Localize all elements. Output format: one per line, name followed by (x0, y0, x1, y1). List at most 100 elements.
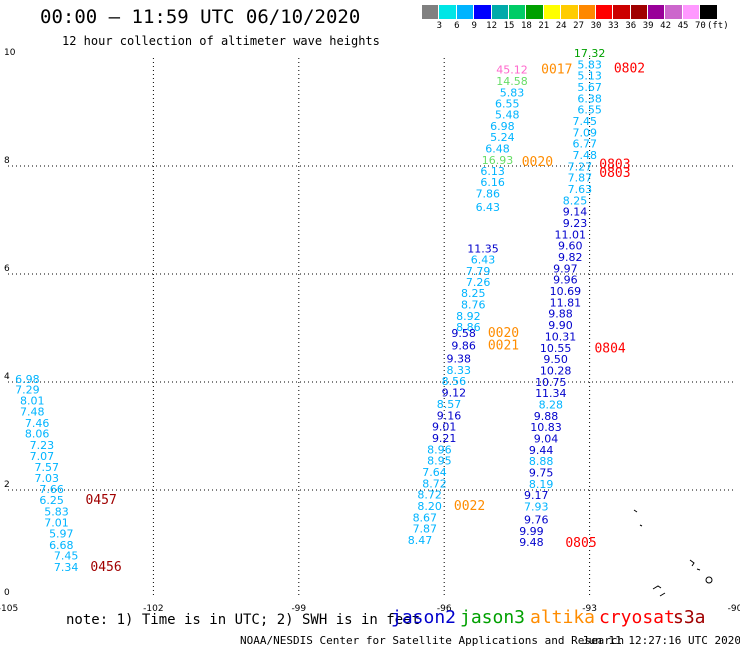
legend-swatch (561, 5, 579, 19)
wave-height-label: 8.72 (417, 489, 442, 502)
chart-subtitle: 12 hour collection of altimeter wave hei… (62, 34, 380, 48)
wave-height-label: 8.67 (413, 511, 438, 524)
credit-line: NOAA/NESDIS Center for Satellite Applica… (240, 634, 625, 647)
wave-height-label: 7.29 (15, 383, 40, 396)
wave-height-label: 7.87 (413, 523, 438, 536)
wave-height-label: 8.57 (437, 398, 462, 411)
color-scale-labels: 3 6 9 12 15 18 21 24 27 30 33 36 39 42 45 70 (ft) (422, 21, 729, 33)
wave-height-label: 9.48 (519, 536, 544, 549)
wave-height-label: 8.72 (422, 477, 447, 490)
wave-height-label: 9.88 (548, 308, 573, 321)
wave-height-label: 10.75 (535, 376, 567, 389)
legend-swatch (439, 5, 457, 19)
wave-height-label: 8.86 (456, 321, 481, 334)
wave-height-label: 8.88 (529, 455, 554, 468)
pass-time-label: 0020 (488, 326, 519, 341)
pass-time-label: 0802 (614, 62, 645, 77)
wave-height-label: 7.07 (30, 450, 55, 463)
wave-height-label: 8.20 (417, 500, 442, 513)
pass-time-label: 0017 (541, 63, 572, 78)
coastline (633, 509, 713, 597)
legend-label: 6 (454, 21, 460, 31)
y-tick-label: 2 (4, 480, 10, 490)
satellite-jason2: jason2 (391, 607, 457, 628)
legend-swatch (595, 5, 614, 19)
wave-height-label: 9.99 (519, 525, 544, 538)
wave-height-label: 6.43 (476, 201, 501, 214)
pass-time-label: 0022 (454, 499, 485, 514)
wave-height-label: 7.26 (466, 276, 491, 289)
legend-swatch (665, 5, 683, 19)
wave-height-label: 9.04 (534, 432, 559, 445)
legend-swatch (526, 5, 544, 19)
wave-height-label: 9.96 (553, 274, 578, 287)
pass-time-label: 0805 (565, 536, 596, 551)
legend-label: 45 (677, 21, 689, 31)
legend-label: 21 (538, 21, 550, 31)
x-tick-label: -96 (437, 604, 452, 614)
wave-height-label: 9.23 (563, 217, 588, 230)
wave-height-label: 9.88 (534, 410, 559, 423)
wave-height-label: 9.90 (548, 319, 573, 332)
wave-height-label: 10.31 (545, 330, 577, 343)
legend-swatch (578, 5, 596, 19)
legend-label: 15 (503, 21, 515, 31)
wave-height-label: 9.75 (529, 467, 554, 480)
satellite-s3a: s3a (673, 607, 706, 628)
wave-height-label: 8.96 (427, 443, 452, 456)
legend-swatch (456, 5, 475, 19)
wave-height-label: 17.32 (574, 47, 606, 60)
pass-time-label: 0803 (599, 158, 630, 173)
wave-height-label: 7.79 (466, 265, 491, 278)
footnote: note: 1) Time is in UTC; 2) SWH is in fe… (66, 612, 421, 628)
wave-height-label: 7.66 (39, 483, 64, 496)
legend-label: 27 (573, 21, 585, 31)
x-tick-label: -90 (728, 604, 740, 614)
legend-label: 36 (625, 21, 637, 31)
x-tick-label: -99 (291, 604, 306, 614)
wave-height-label: 5.13 (577, 70, 602, 83)
wave-height-label: 7.27 (568, 160, 593, 173)
wave-height-label: 9.60 (558, 240, 583, 253)
wave-height-label: 7.34 (54, 561, 79, 574)
observations: 6.987.298.017.487.468.067.237.077.577.03… (15, 47, 605, 574)
legend-label: 30 (590, 21, 602, 31)
pass-time-label: 0803 (599, 166, 630, 181)
wave-height-label: 9.44 (529, 444, 554, 457)
wave-height-label: 6.48 (485, 143, 510, 156)
wave-height-label: 6.55 (577, 104, 602, 117)
legend-swatch (700, 5, 718, 19)
wave-height-label: 5.67 (577, 81, 602, 94)
wave-height-label: 8.19 (529, 478, 554, 491)
legend-label: 39 (642, 21, 654, 31)
wave-height-label: 7.63 (568, 183, 593, 196)
wave-height-label: 7.48 (573, 149, 598, 162)
wave-height-label: 9.12 (442, 387, 467, 400)
wave-height-label: 9.58 (451, 327, 476, 340)
wave-height-label: 8.25 (563, 194, 588, 207)
wave-height-label: 9.50 (543, 353, 568, 366)
wave-height-label: 6.43 (471, 254, 496, 267)
wave-height-label: 10.69 (550, 285, 582, 298)
y-tick-label: 6 (4, 264, 10, 274)
wave-height-label: 5.83 (577, 58, 602, 71)
legend-label: (ft) (706, 21, 729, 31)
wave-height-label: 9.14 (563, 206, 588, 219)
wave-height-label: 7.86 (476, 187, 501, 200)
wave-height-label: 6.98 (490, 120, 515, 133)
legend-swatch (613, 5, 631, 19)
wave-height-label: 7.93 (524, 501, 549, 514)
generation-timestamp: Jun 11 12:27:16 UTC 2020 (582, 634, 740, 647)
wave-height-label: 9.76 (524, 513, 549, 526)
wave-height-label: 11.34 (535, 387, 567, 400)
wave-height-label: 9.82 (558, 251, 583, 264)
pass-time-label: 0456 (90, 560, 121, 575)
wave-height-label: 5.24 (490, 131, 515, 144)
wave-height-label: 9.21 (432, 432, 457, 445)
wave-height-label: 6.13 (480, 165, 505, 178)
wave-height-label: 11.01 (554, 228, 586, 241)
wave-height-label: 9.01 (432, 421, 457, 434)
legend-label: 42 (660, 21, 672, 31)
wave-height-label: 8.01 (20, 395, 45, 408)
